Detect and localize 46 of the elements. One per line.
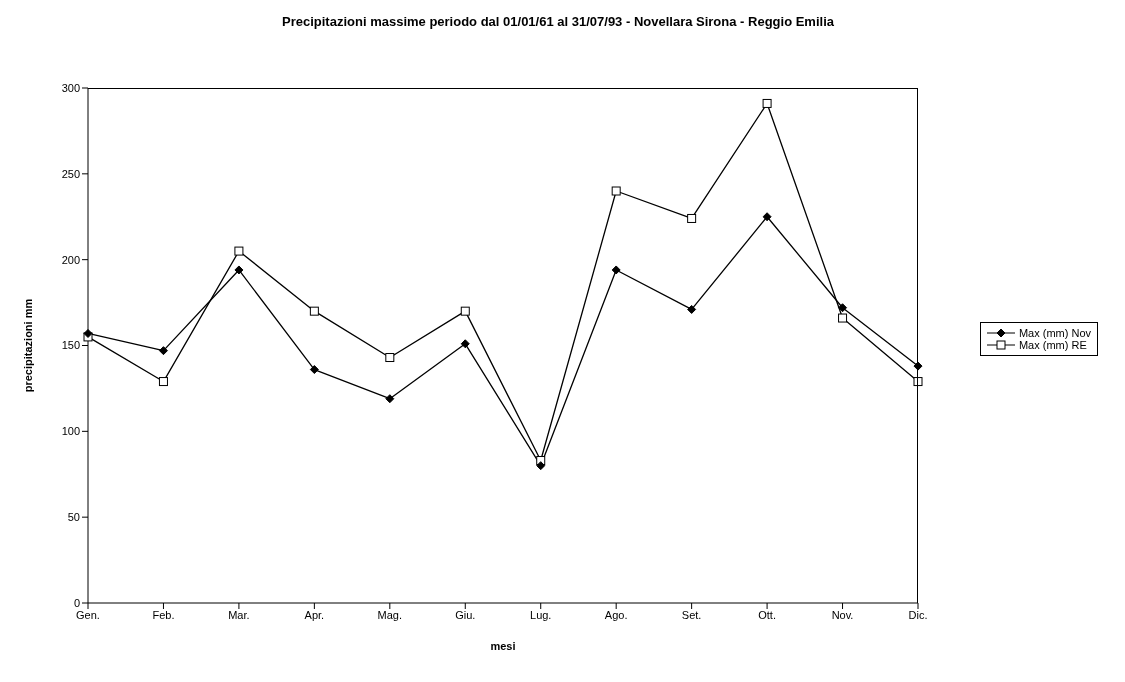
point	[913, 377, 923, 387]
point	[762, 212, 772, 222]
point	[158, 377, 168, 387]
y-tick-label: 50	[67, 511, 80, 524]
x-tick-label: Lug.	[530, 608, 552, 621]
x-tick-label: Ago.	[604, 608, 628, 621]
point	[687, 213, 697, 223]
x-tick-label: Mag.	[377, 608, 403, 621]
x-tick-label: Ott.	[758, 608, 776, 621]
point	[158, 346, 168, 356]
chart-title: Precipitazioni massime periodo dal 01/01/61 al 31/07/93 - Novellara Sirona - Reggio Emilia	[281, 13, 835, 31]
y-tick-label: 0	[73, 596, 80, 609]
x-tick-label: Set.	[681, 608, 702, 621]
x-tick-label: Mar.	[228, 608, 250, 621]
point	[83, 328, 93, 338]
y-tick-label: 200	[61, 253, 80, 266]
point	[611, 186, 621, 196]
point	[234, 246, 244, 256]
y-tick-label: 300	[61, 81, 80, 94]
point	[838, 313, 848, 323]
legend-label: Max (mm) RE	[1018, 338, 1087, 351]
x-tick-label: Dic.	[908, 608, 928, 621]
point	[913, 361, 923, 371]
point	[309, 306, 319, 316]
point	[460, 306, 470, 316]
point	[234, 265, 244, 275]
y-tick-label: 100	[61, 425, 80, 438]
point	[385, 394, 395, 404]
x-tick-label: Nov.	[831, 608, 854, 621]
x-tick-label: Giu.	[455, 608, 476, 621]
point	[385, 353, 395, 363]
y-tick-label: 250	[61, 167, 80, 180]
y-axis-title: precipitazioni mm	[21, 298, 34, 393]
x-tick-label: Apr.	[304, 608, 325, 621]
x-axis-title: mesi	[490, 640, 516, 652]
legend-label: Max (mm) Nov	[1018, 326, 1091, 339]
point	[460, 339, 470, 349]
x-tick-label: Gen.	[76, 608, 100, 621]
y-tick-label: 150	[61, 339, 80, 352]
point	[838, 303, 848, 313]
x-tick-label: Feb.	[152, 608, 175, 621]
point	[536, 461, 546, 471]
point	[611, 265, 621, 275]
point	[687, 304, 697, 314]
point	[309, 365, 319, 375]
point	[762, 98, 772, 108]
